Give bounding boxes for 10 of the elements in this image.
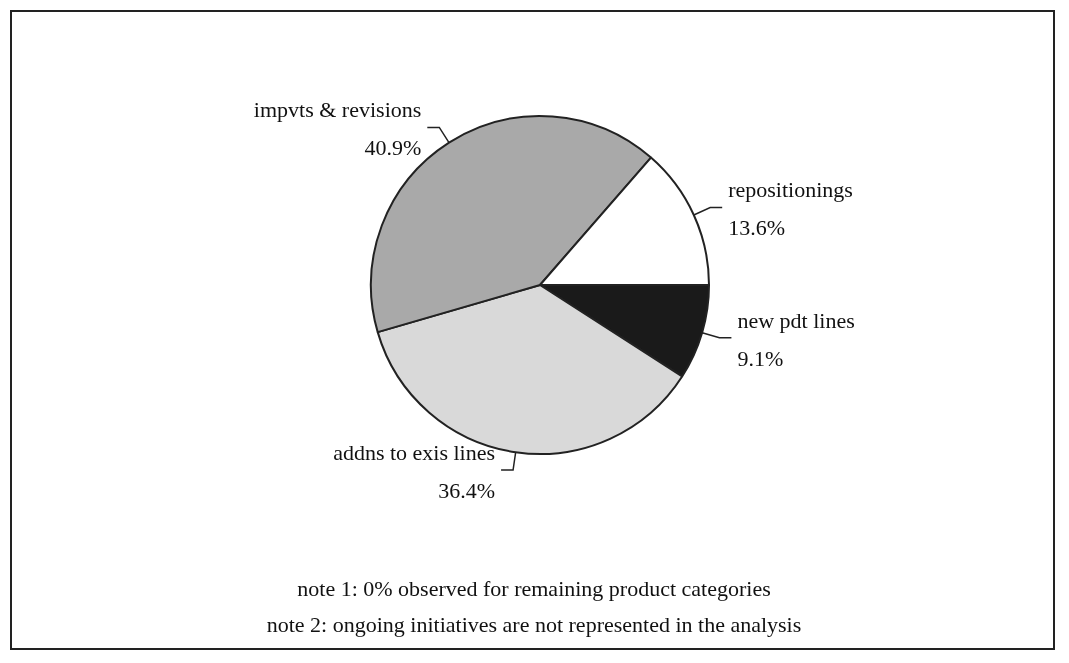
slice-label: repositionings [728,177,853,203]
data-label: 36.4% [438,477,496,503]
slice-label: addns to exis lines [333,439,496,465]
slice-label: new pdt lines [737,307,855,333]
data-label: 13.6% [728,215,786,241]
data-label: 9.1% [737,345,784,371]
data-label: 40.9% [364,135,422,161]
text: note 2: ongoing initiatives are not represented in the analysis [266,611,802,637]
text: note 1: 0% observed for remaining product categories [297,575,771,601]
slice-label: impvts & revisions [253,97,422,123]
